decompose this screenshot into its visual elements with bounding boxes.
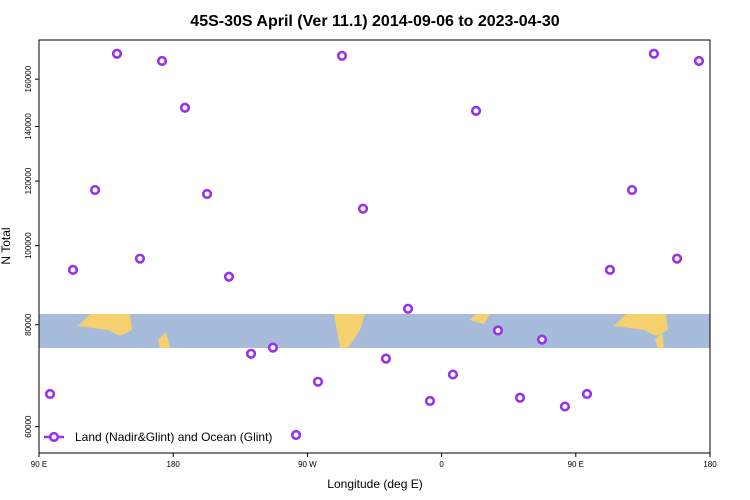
chart-title: 45S-30S April (Ver 11.1) 2014-09-06 to 2… [190,13,560,30]
y-tick-label: 140000 [24,113,33,140]
point [312,376,324,387]
point [626,184,638,196]
point [581,388,593,400]
ocean-band [39,314,710,348]
point [671,253,683,264]
x-tick-label: 90 E [568,460,584,469]
x-tick-label: 180 [167,460,181,469]
point [559,401,571,412]
y-tick-label: 100000 [24,232,33,259]
point [156,55,168,67]
y-tick-label: 160000 [24,65,33,92]
x-tick-label: 0 [439,460,444,469]
land [655,332,664,348]
point [536,334,548,345]
point [492,325,504,336]
point [693,55,705,67]
point [134,253,146,264]
x-tick-label: 90 E [31,460,47,469]
point [111,48,123,59]
y-tick-label: 80000 [24,313,33,336]
point [470,105,482,116]
legend-label: Land (Nadir&Glint) and Ocean (Glint) [75,430,272,444]
point [44,388,56,400]
point [447,369,459,380]
point [67,264,79,275]
point [402,303,414,314]
point [179,102,191,113]
y-axis-label: N Total [0,227,13,264]
land [470,314,490,324]
point [604,264,616,275]
point [223,271,235,282]
land [78,314,132,336]
point [89,184,101,196]
point [357,203,369,214]
point [267,342,279,353]
y-tick-label: 60000 [24,415,33,438]
map-strip [39,314,710,348]
point [290,429,302,441]
x-axis-label: Longitude (deg E) [327,477,422,491]
point [380,353,392,364]
land [614,314,668,336]
legend-marker [48,431,60,443]
x-tick-label: 90 W [298,460,317,469]
x-tick-label: 180 [703,460,717,469]
land [158,332,170,348]
land [334,314,365,348]
point [514,392,526,403]
point [648,48,660,59]
point [245,348,257,359]
point [201,188,213,200]
point [336,50,348,61]
y-tick-label: 120000 [24,167,33,194]
plot-frame [38,39,711,454]
point [424,395,436,407]
